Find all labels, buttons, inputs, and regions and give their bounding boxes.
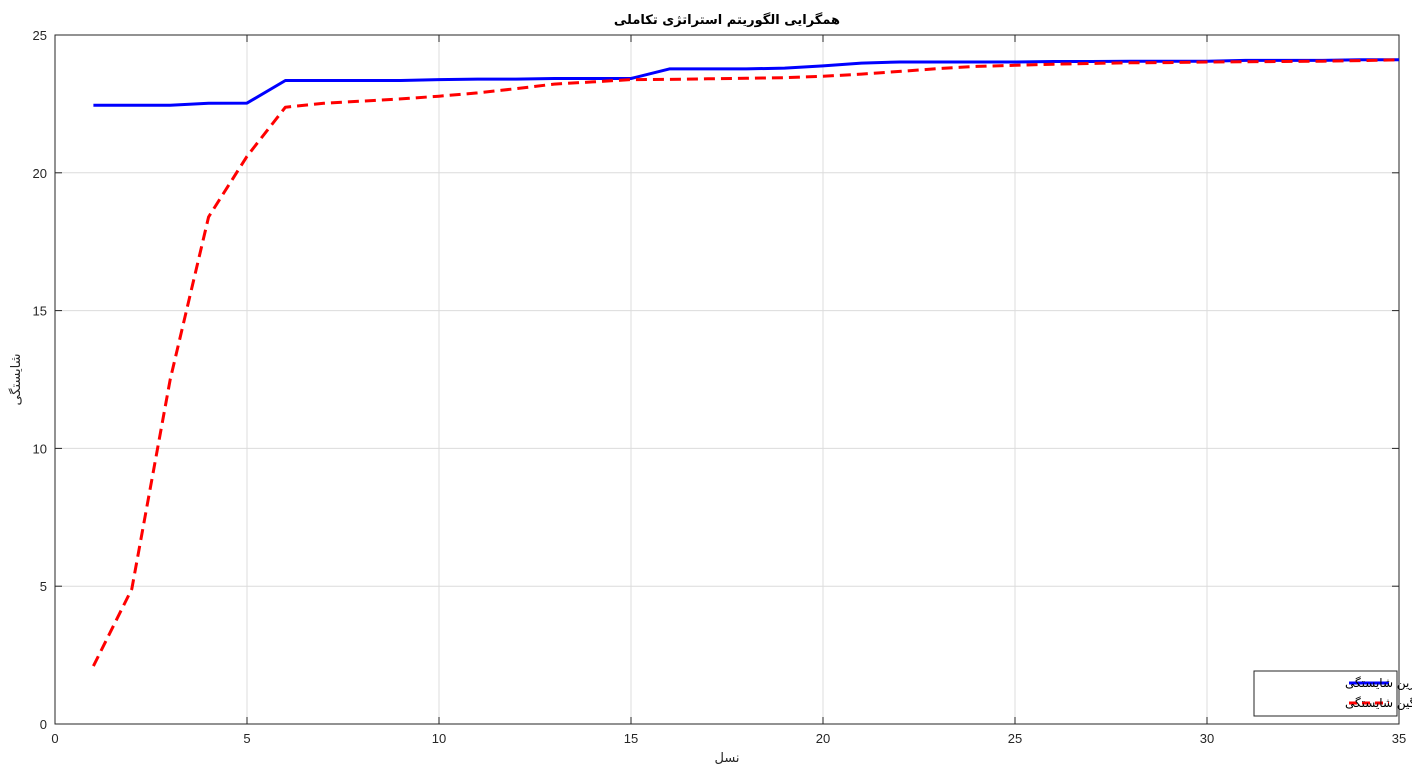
- y-tick-label: 15: [33, 304, 47, 319]
- y-tick-label: 5: [40, 579, 47, 594]
- y-axis-label: شایستگی: [8, 353, 24, 405]
- y-tick-label: 25: [33, 28, 47, 43]
- x-tick-label: 20: [816, 731, 830, 746]
- x-tick-label: 25: [1008, 731, 1022, 746]
- series-line-best: [93, 58, 1399, 107]
- x-axis-label: نسل: [714, 751, 739, 766]
- legend-label-mean: میانگین شایستگی: [1345, 696, 1412, 711]
- x-tick-label: 5: [243, 731, 250, 746]
- x-tick-label: 10: [432, 731, 446, 746]
- y-tick-label: 10: [33, 441, 47, 456]
- x-tick-label: 35: [1392, 731, 1406, 746]
- series-line-mean: [92, 58, 1400, 667]
- x-tick-label: 30: [1200, 731, 1214, 746]
- legend-label-best: بهترین شایستگی: [1345, 676, 1412, 691]
- series-lines: [92, 58, 1400, 667]
- legend-box: [1253, 670, 1398, 717]
- x-tick-label: 15: [624, 731, 638, 746]
- y-tick-label: 20: [33, 166, 47, 181]
- axes-box: [54, 34, 1400, 725]
- axis-ticks: 0 5 10 15 20 25 30 35 0 5 10 15 20 25: [33, 28, 1407, 746]
- grid-lines: [54, 34, 1400, 725]
- y-tick-label: 0: [40, 717, 47, 732]
- x-tick-label: 0: [51, 731, 58, 746]
- chart-title: همگرایی الگوریتم استراتژی تکاملی: [614, 12, 840, 28]
- legend: بهترین شایستگی میانگین شایستگی: [1253, 670, 1412, 717]
